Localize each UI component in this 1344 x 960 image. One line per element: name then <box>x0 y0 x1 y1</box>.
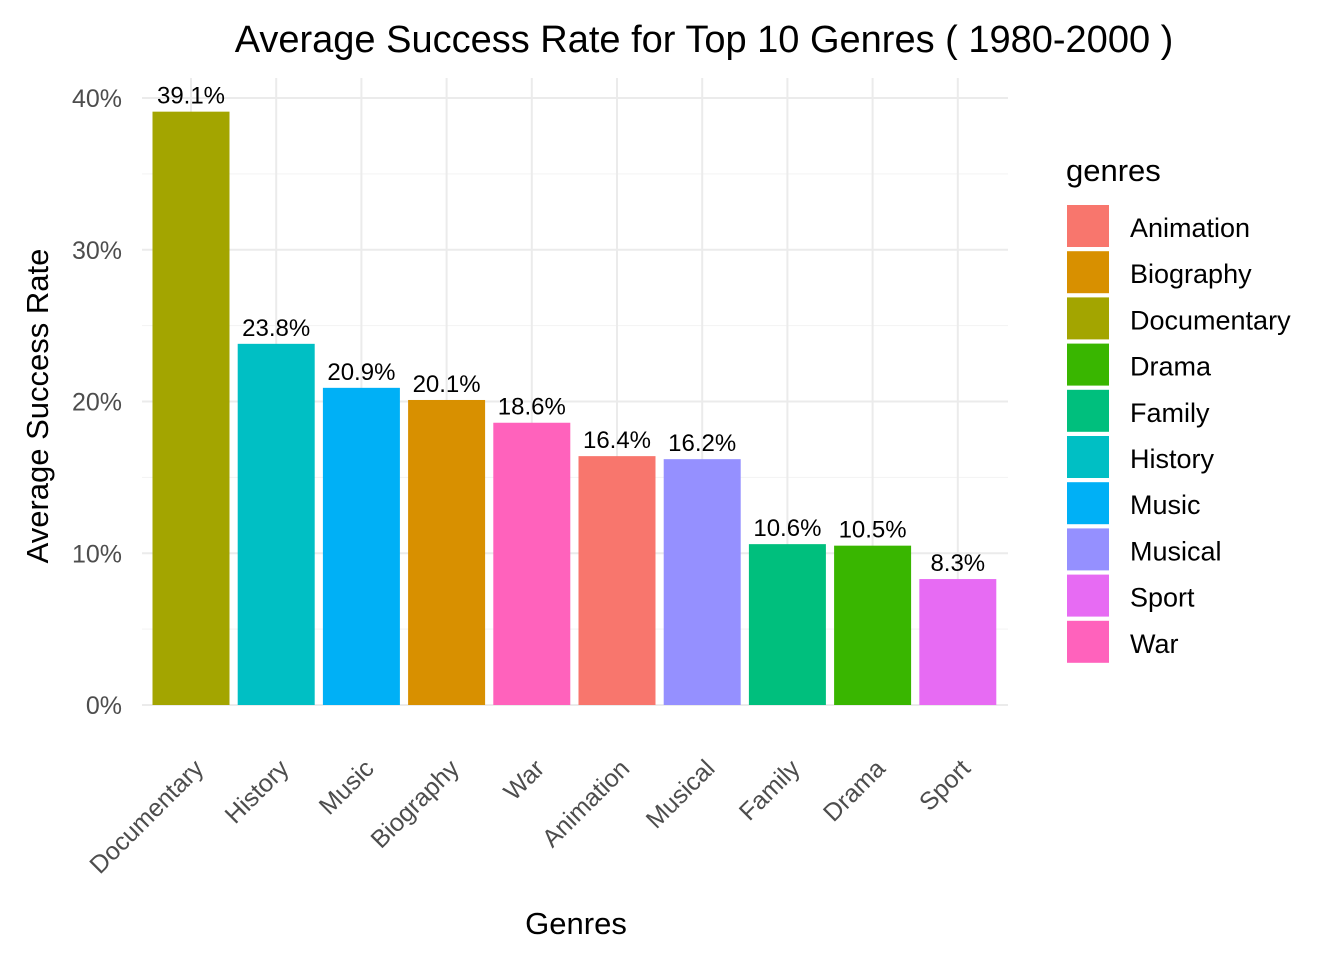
legend-title: genres <box>1066 153 1161 188</box>
y-tick-label: 10% <box>72 540 122 568</box>
legend-label-family: Family <box>1130 398 1210 428</box>
value-label-history: 23.8% <box>242 315 310 342</box>
y-tick-label: 30% <box>72 237 122 265</box>
legend: genres Animation Biography Documentary Dram… <box>1066 153 1291 663</box>
value-label-animation: 16.4% <box>583 427 651 454</box>
legend-label-sport: Sport <box>1130 583 1195 613</box>
value-label-sport: 8.3% <box>930 550 985 577</box>
legend-swatch-music <box>1067 482 1109 525</box>
bar-documentary <box>152 111 230 706</box>
y-tick-label: 0% <box>86 692 122 720</box>
legend-swatch-animation <box>1067 205 1109 247</box>
legend-label-biography: Biography <box>1130 259 1252 289</box>
y-tick-label: 40% <box>72 85 122 113</box>
bar-sport <box>919 579 997 705</box>
value-label-biography: 20.1% <box>413 371 481 398</box>
legend-label-musical: Musical <box>1130 536 1222 566</box>
chart-title: Average Success Rate for Top 10 Genres (… <box>235 19 1174 61</box>
x-tick-label-music: Music <box>314 754 380 820</box>
bar-music <box>322 387 400 705</box>
legend-label-documentary: Documentary <box>1130 305 1291 335</box>
legend-swatch-biography <box>1067 251 1109 294</box>
bar-musical <box>663 459 741 705</box>
x-tick-label-musical: Musical <box>641 754 721 834</box>
bar-family <box>748 544 826 705</box>
value-label-musical: 16.2% <box>668 430 736 457</box>
x-tick-label-sport: Sport <box>914 754 976 816</box>
bars <box>152 111 997 706</box>
x-tick-label-history: History <box>220 754 295 829</box>
x-tick-label-war: War <box>498 754 550 806</box>
legend-swatch-war <box>1067 620 1109 663</box>
value-label-drama: 10.5% <box>839 517 907 544</box>
x-tick-label-drama: Drama <box>818 754 891 827</box>
bar-biography <box>408 399 486 705</box>
y-tick-label: 20% <box>72 389 122 417</box>
x-axis-title: Genres <box>525 906 627 941</box>
bar-history <box>237 343 315 705</box>
value-label-music: 20.9% <box>327 359 395 386</box>
x-tick-label-documentary: Documentary <box>84 754 209 879</box>
legend-label-music: Music <box>1130 490 1201 520</box>
value-label-documentary: 39.1% <box>157 83 225 110</box>
y-axis-ticks: 0% 10% 20% 30% 40% <box>72 85 122 720</box>
legend-swatch-musical <box>1067 528 1109 571</box>
value-label-war: 18.6% <box>498 394 566 421</box>
bar-drama <box>834 545 912 705</box>
legend-swatch-drama <box>1067 343 1109 386</box>
x-tick-label-animation: Animation <box>537 754 635 852</box>
value-label-family: 10.6% <box>753 515 821 542</box>
bar-animation <box>578 456 656 705</box>
legend-label-war: War <box>1130 629 1179 659</box>
legend-label-drama: Drama <box>1130 352 1212 382</box>
value-labels: 39.1% 23.8% 20.9% 20.1% 18.6% 16.4% 16.2% 10.6%… <box>157 83 985 577</box>
legend-swatch-documentary <box>1067 297 1109 340</box>
legend-label-animation: Animation <box>1130 213 1250 243</box>
legend-swatch-history <box>1067 436 1109 478</box>
x-tick-label-family: Family <box>734 754 806 826</box>
bar-war <box>493 422 571 705</box>
legend-swatch-family <box>1067 389 1109 432</box>
y-axis-title: Average Success Rate <box>20 249 55 564</box>
x-tick-label-biography: Biography <box>365 754 465 854</box>
legend-label-history: History <box>1130 444 1215 474</box>
legend-swatch-sport <box>1067 574 1109 617</box>
